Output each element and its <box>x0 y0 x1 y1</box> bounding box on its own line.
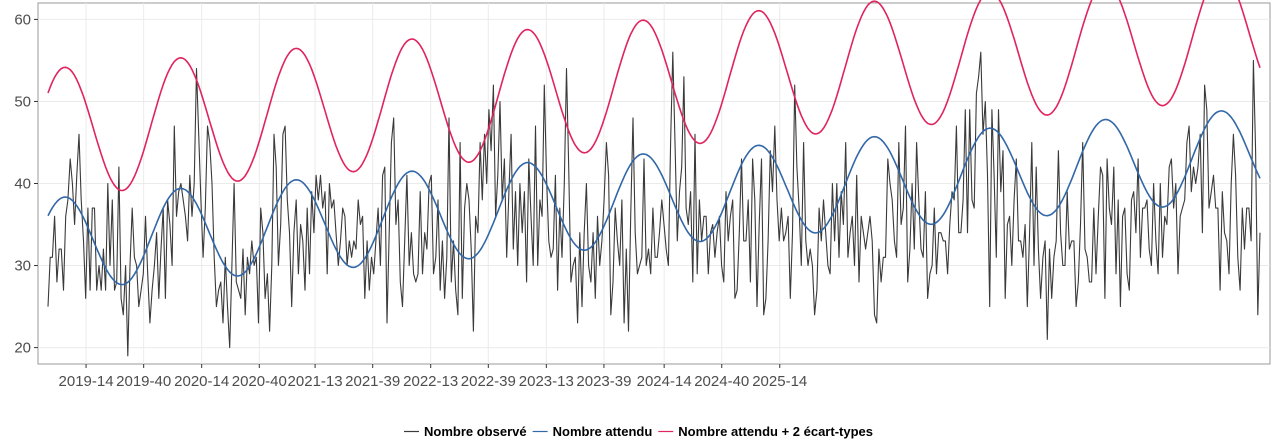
legend: Nombre observé Nombre attendu Nombre att… <box>404 424 873 439</box>
y-tick-label: 40 <box>14 176 31 193</box>
x-tick-label: 2019-14 <box>59 373 114 390</box>
series-line-expected <box>47 110 1261 286</box>
x-axis: 2019-14 2019-40 2020-14 2020-40 2021-13 2021-… <box>59 364 807 390</box>
y-axis: 20 30 40 50 60 <box>14 11 38 357</box>
x-tick-label: 2020-40 <box>232 373 287 390</box>
legend-label-observed: Nombre observé <box>424 424 527 439</box>
legend-label-threshold: Nombre attendu + 2 écart-types <box>678 424 873 439</box>
legend-item-expected: Nombre attendu <box>532 424 653 439</box>
x-tick-label: 2023-13 <box>519 373 574 390</box>
x-tick-label: 2022-13 <box>403 373 458 390</box>
y-tick-label: 60 <box>14 11 31 28</box>
x-tick-label: 2024-14 <box>637 373 692 390</box>
legend-label-expected: Nombre attendu <box>553 424 653 439</box>
x-tick-label: 2023-39 <box>576 373 631 390</box>
legend-item-observed: Nombre observé <box>404 424 527 439</box>
x-tick-label: 2020-14 <box>174 373 229 390</box>
y-tick-label: 50 <box>14 93 31 110</box>
x-tick-label: 2024-40 <box>694 373 749 390</box>
x-tick-label: 2022-39 <box>461 373 516 390</box>
x-tick-label: 2021-39 <box>345 373 400 390</box>
legend-item-threshold: Nombre attendu + 2 écart-types <box>658 424 873 439</box>
x-tick-label: 2021-13 <box>288 373 343 390</box>
x-tick-label: 2019-40 <box>116 373 171 390</box>
plot-panel <box>37 0 1271 365</box>
x-tick-label: 2025-14 <box>752 373 807 390</box>
y-tick-label: 30 <box>14 258 31 275</box>
series-layer <box>47 0 1261 357</box>
series-line-threshold <box>47 0 1261 192</box>
series-line-observed <box>47 51 1261 357</box>
y-tick-label: 20 <box>14 340 31 357</box>
